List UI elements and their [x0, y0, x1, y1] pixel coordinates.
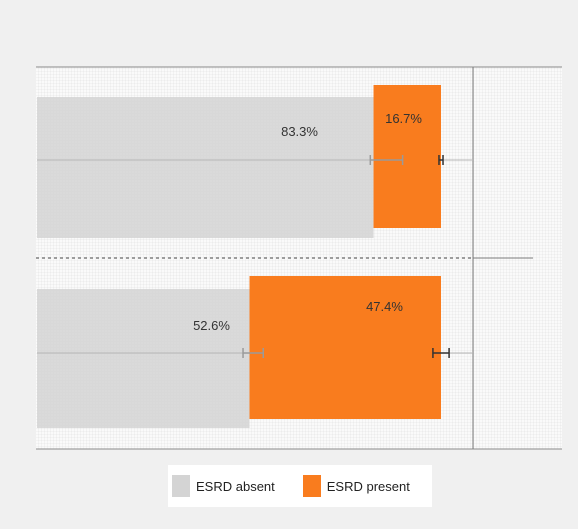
legend: ESRD absent ESRD present — [168, 465, 432, 507]
label-absent-2: 52.6% — [193, 318, 230, 333]
legend-swatch-absent — [172, 475, 190, 497]
label-present-2: 47.4% — [366, 299, 403, 314]
label-present-1: 16.7% — [385, 111, 422, 126]
legend-label-absent: ESRD absent — [196, 478, 275, 494]
legend-swatch-present — [302, 475, 321, 497]
legend-item-present: ESRD present — [302, 475, 410, 497]
bar-absent-2 — [37, 289, 250, 428]
bar-absent-1 — [37, 97, 374, 238]
legend-item-absent: ESRD absent — [172, 475, 275, 497]
label-absent-1: 83.3% — [281, 124, 318, 139]
bar-present-2 — [249, 276, 441, 419]
legend-label-present: ESRD present — [326, 478, 410, 494]
bar-present-1 — [373, 85, 441, 228]
